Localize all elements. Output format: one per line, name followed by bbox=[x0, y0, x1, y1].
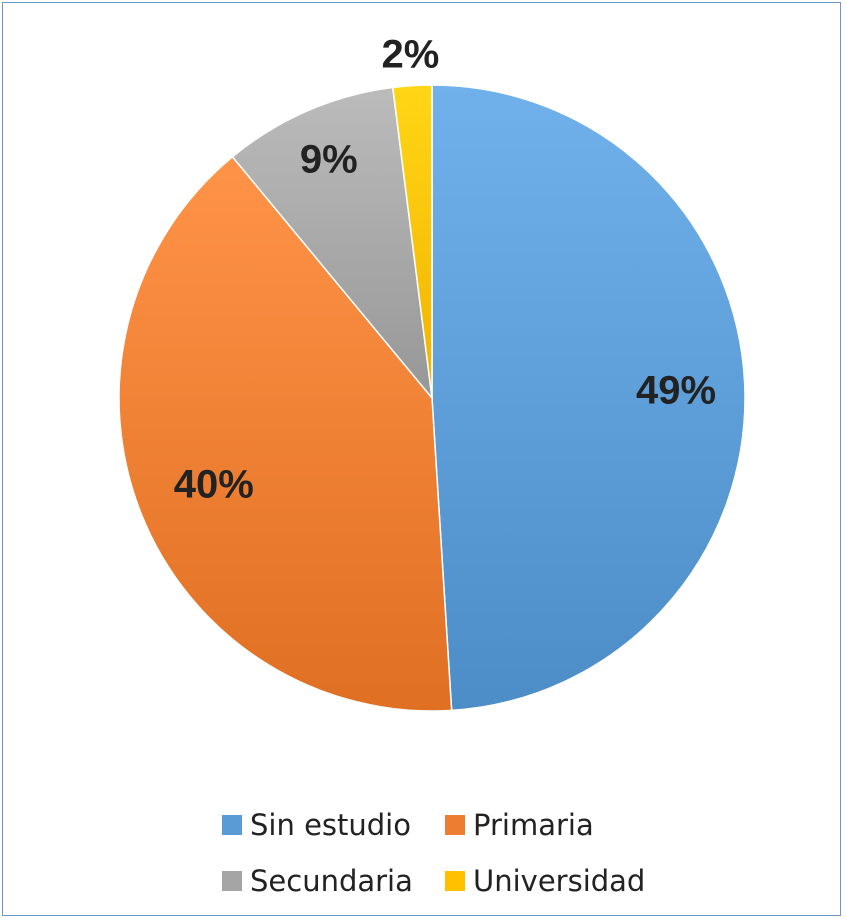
pie-slice-sin-estudio bbox=[431, 84, 746, 712]
data-labels: 49% 40% 9% 2% bbox=[174, 32, 716, 506]
data-label-secundaria: 9% bbox=[300, 138, 358, 182]
legend-label-secundaria: Secundaria bbox=[250, 864, 413, 898]
data-label-primaria: 40% bbox=[174, 462, 254, 506]
legend-swatch-primaria bbox=[445, 815, 465, 835]
legend-swatch-universidad bbox=[445, 871, 465, 891]
legend-swatch-sin-estudio bbox=[222, 815, 242, 835]
pie-slice-universidad bbox=[391, 84, 433, 399]
legend-label-sin-estudio: Sin estudio bbox=[250, 808, 411, 842]
data-label-sin-estudio: 49% bbox=[636, 368, 716, 412]
pie-slice-primaria bbox=[118, 155, 453, 712]
legend-label-universidad: Universidad bbox=[473, 864, 646, 898]
legend-label-primaria: Primaria bbox=[473, 808, 594, 842]
pie-slice-secundaria bbox=[231, 86, 434, 401]
pie-slices bbox=[118, 84, 746, 712]
legend-item-universidad: Universidad bbox=[445, 864, 645, 898]
legend-item-primaria: Primaria bbox=[445, 808, 594, 842]
legend-item-sin-estudio: Sin estudio bbox=[222, 808, 411, 842]
legend-swatch-secundaria bbox=[222, 871, 242, 891]
legend-item-secundaria: Secundaria bbox=[222, 864, 413, 898]
data-label-universidad: 2% bbox=[381, 32, 439, 76]
